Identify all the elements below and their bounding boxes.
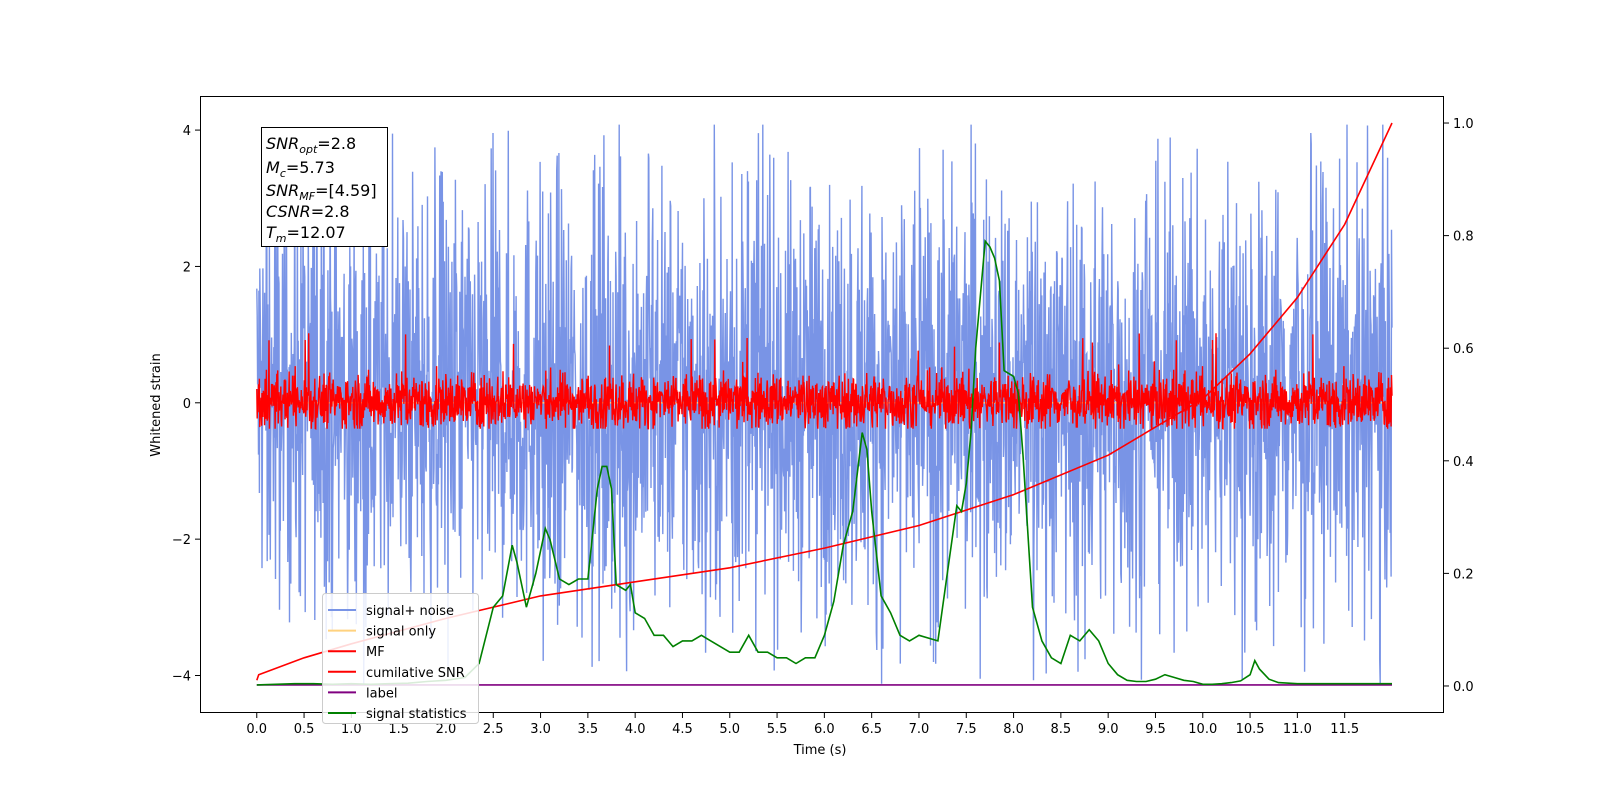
y-tick-label-left: 2 [183,260,191,275]
x-tick-label: 4.0 [625,722,646,737]
x-tick-label: 8.5 [1051,722,1072,737]
y-axis-right: 1.0 0.8 0.6 0.4 0.2 0.0 [1444,117,1474,695]
y-tick-label-right: 0.0 [1453,680,1474,695]
legend-frame [322,593,479,724]
y-tick-label-left: −2 [172,533,191,548]
x-tick-label: 2.5 [483,722,504,737]
x-tick-label: 1.5 [388,722,409,737]
x-tick-label: 6.5 [861,722,882,737]
info-tm: Tm=12.07 [266,223,346,245]
x-tick-label: 0.0 [246,722,267,737]
x-tick-label: 3.0 [530,722,551,737]
info-snr-mf: SNRMF=[4.59] [266,181,377,203]
x-tick-label: 3.5 [578,722,599,737]
legend-label: signal only [366,625,436,640]
x-tick-label: 6.0 [814,722,835,737]
info-csnr: CSNR=2.8 [266,202,350,221]
legend-label: MF [366,645,385,660]
info-mc: Mc=5.73 [266,158,335,180]
x-tick-label: 10.5 [1236,722,1265,737]
y-tick-label-left: −4 [172,670,191,685]
legend-label: signal+ noise [366,604,454,619]
y-tick-label-right: 0.6 [1453,342,1474,357]
x-tick-label: 0.5 [294,722,315,737]
y-tick-label-right: 0.4 [1453,455,1474,470]
legend-label: cumilative SNR [366,666,465,681]
x-tick-label: 1.0 [341,722,362,737]
x-tick-label: 5.5 [767,722,788,737]
x-axis: 0.0 0.5 1.0 1.5 2.0 2.5 3.0 3.5 4.0 4.5 5.0 5.5 6.0 6… [246,713,1359,737]
x-tick-label: 5.0 [719,722,740,737]
y-axis-title: Whitened strain [149,353,164,456]
x-tick-label: 8.0 [1003,722,1024,737]
x-tick-label: 11.5 [1330,722,1359,737]
y-tick-label-right: 0.2 [1453,567,1474,582]
y-axis-left: 4 2 0 −2 −4 [172,124,200,685]
legend: signal+ noise signal only MF cumilative SNR… [322,593,479,724]
info-snr-opt: SNRopt=2.8 [266,134,356,156]
x-tick-label: 7.0 [909,722,930,737]
y-tick-label-left: 0 [183,397,191,412]
x-tick-label: 9.5 [1145,722,1166,737]
info-box-frame [261,127,388,247]
x-tick-label: 2.0 [436,722,457,737]
y-tick-label-right: 0.8 [1453,230,1474,245]
x-tick-label: 4.5 [672,722,693,737]
legend-label: label [366,686,397,701]
legend-label: signal statistics [366,707,467,722]
x-tick-label: 7.5 [956,722,977,737]
info-box: SNRopt=2.8 Mc=5.73 SNRMF=[4.59] CSNR=2.8… [261,127,388,247]
x-axis-title: Time (s) [793,743,847,758]
x-tick-label: 10.0 [1188,722,1217,737]
y-tick-label-right: 1.0 [1453,117,1474,132]
x-tick-label: 11.0 [1283,722,1312,737]
series-signal-statistics [256,239,1392,686]
x-tick-label: 9.0 [1098,722,1119,737]
y-tick-label-left: 4 [183,124,191,139]
